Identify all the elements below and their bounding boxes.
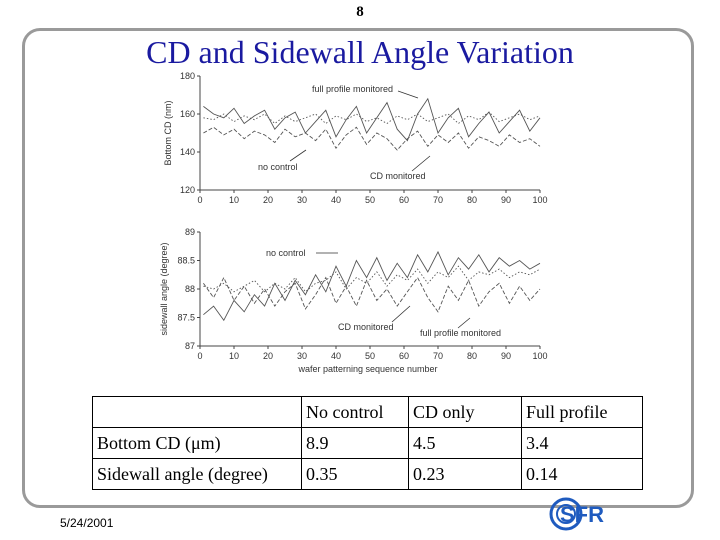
table-cell: Bottom CD (μm) [92, 427, 302, 459]
page-number: 8 [356, 4, 364, 20]
x-tick-label: 80 [467, 351, 477, 361]
sidewall-chart-series [203, 250, 541, 322]
table-cell: Sidewall angle (degree) [92, 458, 302, 490]
x-tick-label: 50 [365, 351, 375, 361]
sidewall-chart-annotation-nocontrol: no control [266, 248, 306, 258]
series-line-3 [203, 265, 541, 293]
cd-chart-arrow-cd [411, 155, 431, 172]
x-tick-label: 0 [197, 195, 202, 205]
cd-chart: 0 10 20 30 40 50 60 70 80 90 100 180 160 140 120 Bott… [163, 71, 548, 205]
y-tick-label: 87.5 [177, 313, 195, 323]
table-header-row: No control CD only Full profile [92, 396, 643, 428]
table-cell: 4.5 [408, 427, 522, 459]
table-header-cell: CD only [408, 396, 522, 428]
y-tick-label: 120 [180, 185, 195, 195]
cd-chart-arrow-full [397, 90, 419, 99]
cd-chart-series [203, 97, 541, 151]
sidewall-chart-annotation-cd: CD monitored [338, 322, 394, 332]
cd-chart-annotation-full: full profile monitored [312, 84, 393, 94]
footer-date: 5/24/2001 [60, 516, 114, 530]
x-tick-label: 50 [365, 195, 375, 205]
sidewall-chart-x-ticks: 0 10 20 30 40 50 60 70 80 90 100 [197, 346, 548, 361]
table-cell: 8.9 [301, 427, 409, 459]
y-tick-label: 160 [180, 109, 195, 119]
cd-chart-y-ticks: 180 160 140 120 [180, 71, 200, 195]
x-tick-label: 40 [331, 195, 341, 205]
logo-ring-inner [556, 504, 576, 524]
cd-chart-annotation-nocontrol: no control [258, 162, 298, 172]
sidewall-chart-annotation-full: full profile monitored [420, 328, 501, 338]
x-tick-label: 60 [399, 351, 409, 361]
logo-text: SFR [560, 502, 604, 527]
cd-chart-x-ticks: 0 10 20 30 40 50 60 70 80 90 100 [197, 190, 548, 205]
y-tick-label: 87 [185, 341, 195, 351]
x-tick-label: 70 [433, 351, 443, 361]
x-tick-label: 90 [501, 351, 511, 361]
slide-frame [22, 28, 694, 508]
logo-ring-outer [549, 497, 583, 531]
y-tick-label: 140 [180, 147, 195, 157]
sidewall-chart-y-ticks: 89 88.5 88 87.5 87 [177, 227, 200, 351]
y-tick-label: 180 [180, 71, 195, 81]
sidewall-chart: 0 10 20 30 40 50 60 70 80 90 100 89 88.5 88 87.5 87 si… [159, 227, 548, 374]
sfr-logo: SFR [549, 497, 604, 531]
y-tick-label: 89 [185, 227, 195, 237]
variation-table: No control CD only Full profile Bottom C… [92, 396, 643, 490]
x-tick-label: 20 [263, 351, 273, 361]
y-tick-label: 88.5 [177, 256, 195, 266]
table-row: Sidewall angle (degree) 0.35 0.23 0.14 [92, 458, 643, 490]
x-tick-label: 0 [197, 351, 202, 361]
series-line-2 [203, 126, 541, 151]
table-cell: 0.35 [301, 458, 409, 490]
x-tick-label: 30 [297, 351, 307, 361]
series-line-1 [203, 97, 541, 142]
sidewall-chart-xlabel: wafer patterning sequence number [297, 364, 437, 374]
x-tick-label: 40 [331, 351, 341, 361]
series-line-1 [203, 250, 541, 322]
y-tick-label: 88 [185, 284, 195, 294]
table-cell: 3.4 [521, 427, 643, 459]
x-tick-label: 20 [263, 195, 273, 205]
x-tick-label: 10 [229, 351, 239, 361]
table-header-cell: Full profile [521, 396, 643, 428]
x-tick-label: 90 [501, 195, 511, 205]
x-tick-label: 100 [532, 195, 547, 205]
sidewall-chart-arrow-cd [391, 305, 411, 323]
table-row: Bottom CD (μm) 8.9 4.5 3.4 [92, 427, 643, 459]
sidewall-chart-ylabel: sidewall angle (degree) [159, 242, 169, 335]
sidewall-chart-arrow-full [457, 317, 471, 329]
cd-chart-annotation-cd: CD monitored [370, 171, 426, 181]
x-tick-label: 70 [433, 195, 443, 205]
table-header-cell [92, 396, 302, 428]
x-tick-label: 60 [399, 195, 409, 205]
table-cell: 0.14 [521, 458, 643, 490]
x-tick-label: 100 [532, 351, 547, 361]
x-tick-label: 10 [229, 195, 239, 205]
table-cell: 0.23 [408, 458, 522, 490]
x-tick-label: 30 [297, 195, 307, 205]
series-line-3 [203, 111, 541, 125]
slide-title: CD and Sidewall Angle Variation [146, 34, 574, 70]
series-line-2 [203, 276, 541, 313]
x-tick-label: 80 [467, 195, 477, 205]
cd-chart-ylabel: Bottom CD (nm) [163, 100, 173, 165]
cd-chart-arrow-nocontrol [289, 149, 307, 162]
table-header-cell: No control [301, 396, 409, 428]
